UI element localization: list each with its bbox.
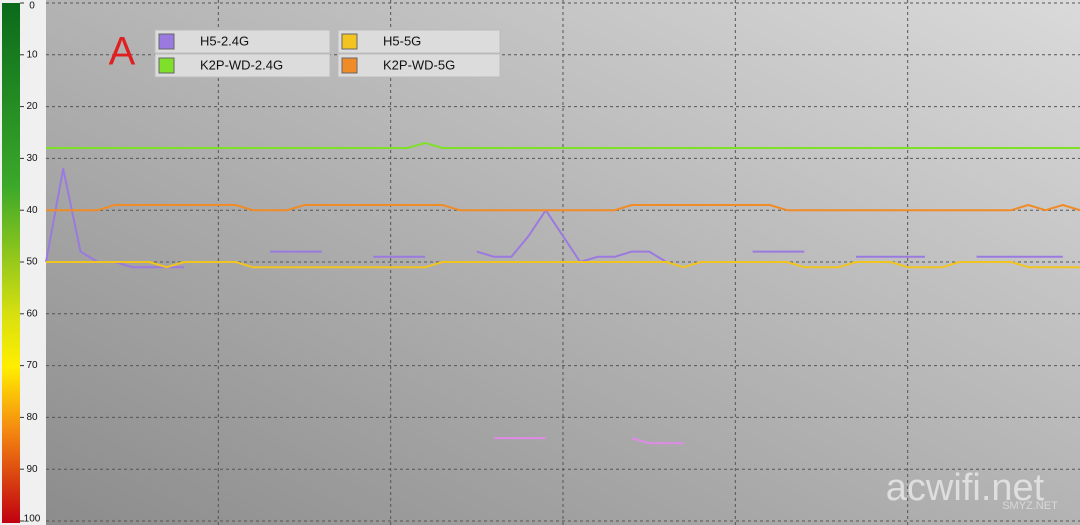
legend-swatch — [341, 57, 358, 74]
legend-item — [337, 53, 501, 78]
series-line — [476, 209, 667, 263]
y-tick-label: 0 — [29, 1, 35, 12]
color-scale — [2, 3, 20, 523]
y-tick-label: 90 — [26, 464, 38, 475]
series-line — [46, 261, 1080, 269]
legend-item — [154, 53, 331, 78]
y-tick-label: 50 — [26, 257, 38, 268]
watermark-small: SMYZ.NET — [1002, 500, 1058, 512]
series-line — [631, 437, 684, 445]
legend-swatch — [158, 57, 175, 74]
y-tick-label: 40 — [26, 205, 38, 216]
series-line — [46, 204, 1080, 212]
legend-label: K2P-WD-5G — [383, 57, 455, 72]
y-tick-label: 60 — [26, 308, 38, 319]
y-tick-label: 100 — [24, 514, 41, 525]
legend-swatch — [158, 33, 175, 50]
series-line — [46, 141, 1080, 149]
legend-label: K2P-WD-2.4G — [200, 57, 283, 72]
legend-label: H5-5G — [383, 33, 421, 48]
annotation: A — [109, 30, 136, 74]
legend-swatch — [341, 33, 358, 50]
y-tick-label: 80 — [26, 412, 38, 423]
y-tick-label: 30 — [26, 153, 38, 164]
watermark: acwifi.net — [886, 467, 1045, 509]
y-tick-label: 70 — [26, 360, 38, 371]
y-tick-label: 20 — [26, 101, 38, 112]
legend-item — [154, 29, 331, 54]
y-tick-label: 10 — [26, 49, 38, 60]
legend-item — [337, 29, 501, 54]
legend-label: H5-2.4G — [200, 33, 249, 48]
